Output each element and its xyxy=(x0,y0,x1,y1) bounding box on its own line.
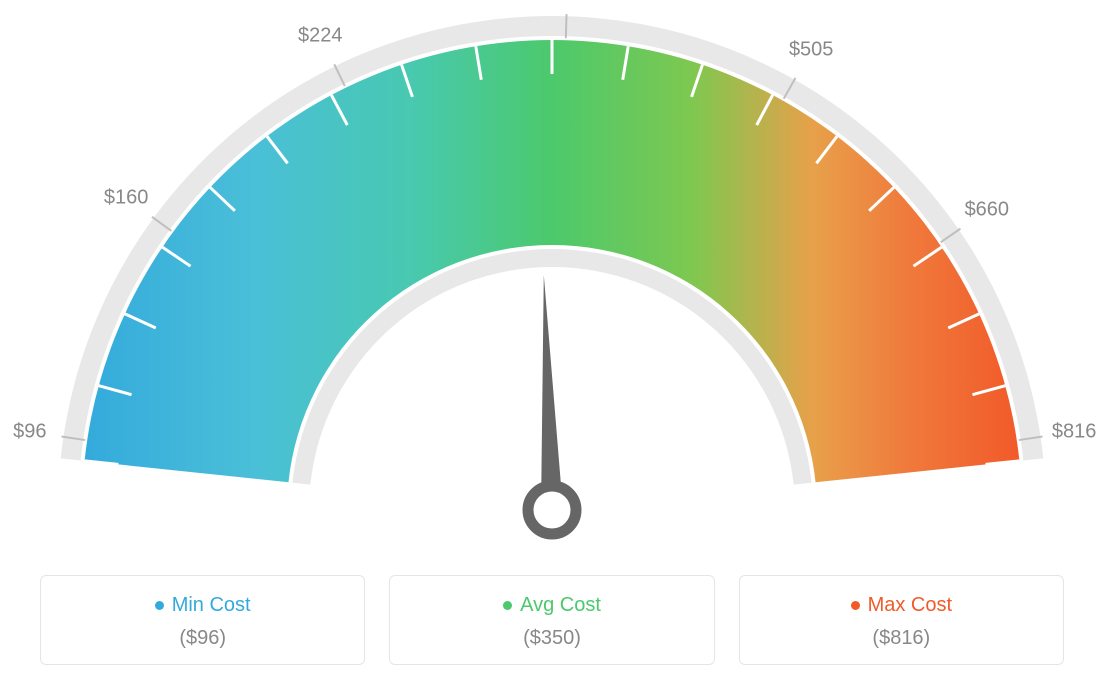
dot-icon xyxy=(503,601,512,610)
legend-card-min: Min Cost ($96) xyxy=(40,575,365,665)
gauge-tick-label: $660 xyxy=(965,199,1010,222)
legend-title-label: Min Cost xyxy=(172,594,251,617)
legend-value-max: ($816) xyxy=(740,627,1063,650)
gauge-chart-container: $96$160$224$350$505$660$816 Min Cost ($9… xyxy=(0,0,1104,690)
gauge-tick-label: $505 xyxy=(789,38,834,61)
gauge-tick-label: $96 xyxy=(13,420,46,443)
legend-title-label: Max Cost xyxy=(868,594,952,617)
gauge-svg xyxy=(0,0,1104,560)
gauge-hub xyxy=(528,486,576,534)
legend-card-avg: Avg Cost ($350) xyxy=(389,575,714,665)
legend-value-avg: ($350) xyxy=(390,627,713,650)
legend-card-max: Max Cost ($816) xyxy=(739,575,1064,665)
dot-icon xyxy=(851,601,860,610)
gauge-tick-label: $160 xyxy=(104,186,149,209)
legend-title-max: Max Cost xyxy=(851,594,952,617)
legend-title-avg: Avg Cost xyxy=(503,594,601,617)
gauge-needle xyxy=(541,275,563,510)
gauge-tick-label: $816 xyxy=(1052,420,1097,443)
dot-icon xyxy=(155,601,164,610)
gauge-tick-label: $224 xyxy=(298,24,343,47)
legend-title-label: Avg Cost xyxy=(520,594,601,617)
legend-row: Min Cost ($96) Avg Cost ($350) Max Cost … xyxy=(40,575,1064,665)
legend-title-min: Min Cost xyxy=(155,594,251,617)
legend-value-min: ($96) xyxy=(41,627,364,650)
gauge-area: $96$160$224$350$505$660$816 xyxy=(0,0,1104,560)
rim-tick xyxy=(566,14,567,38)
